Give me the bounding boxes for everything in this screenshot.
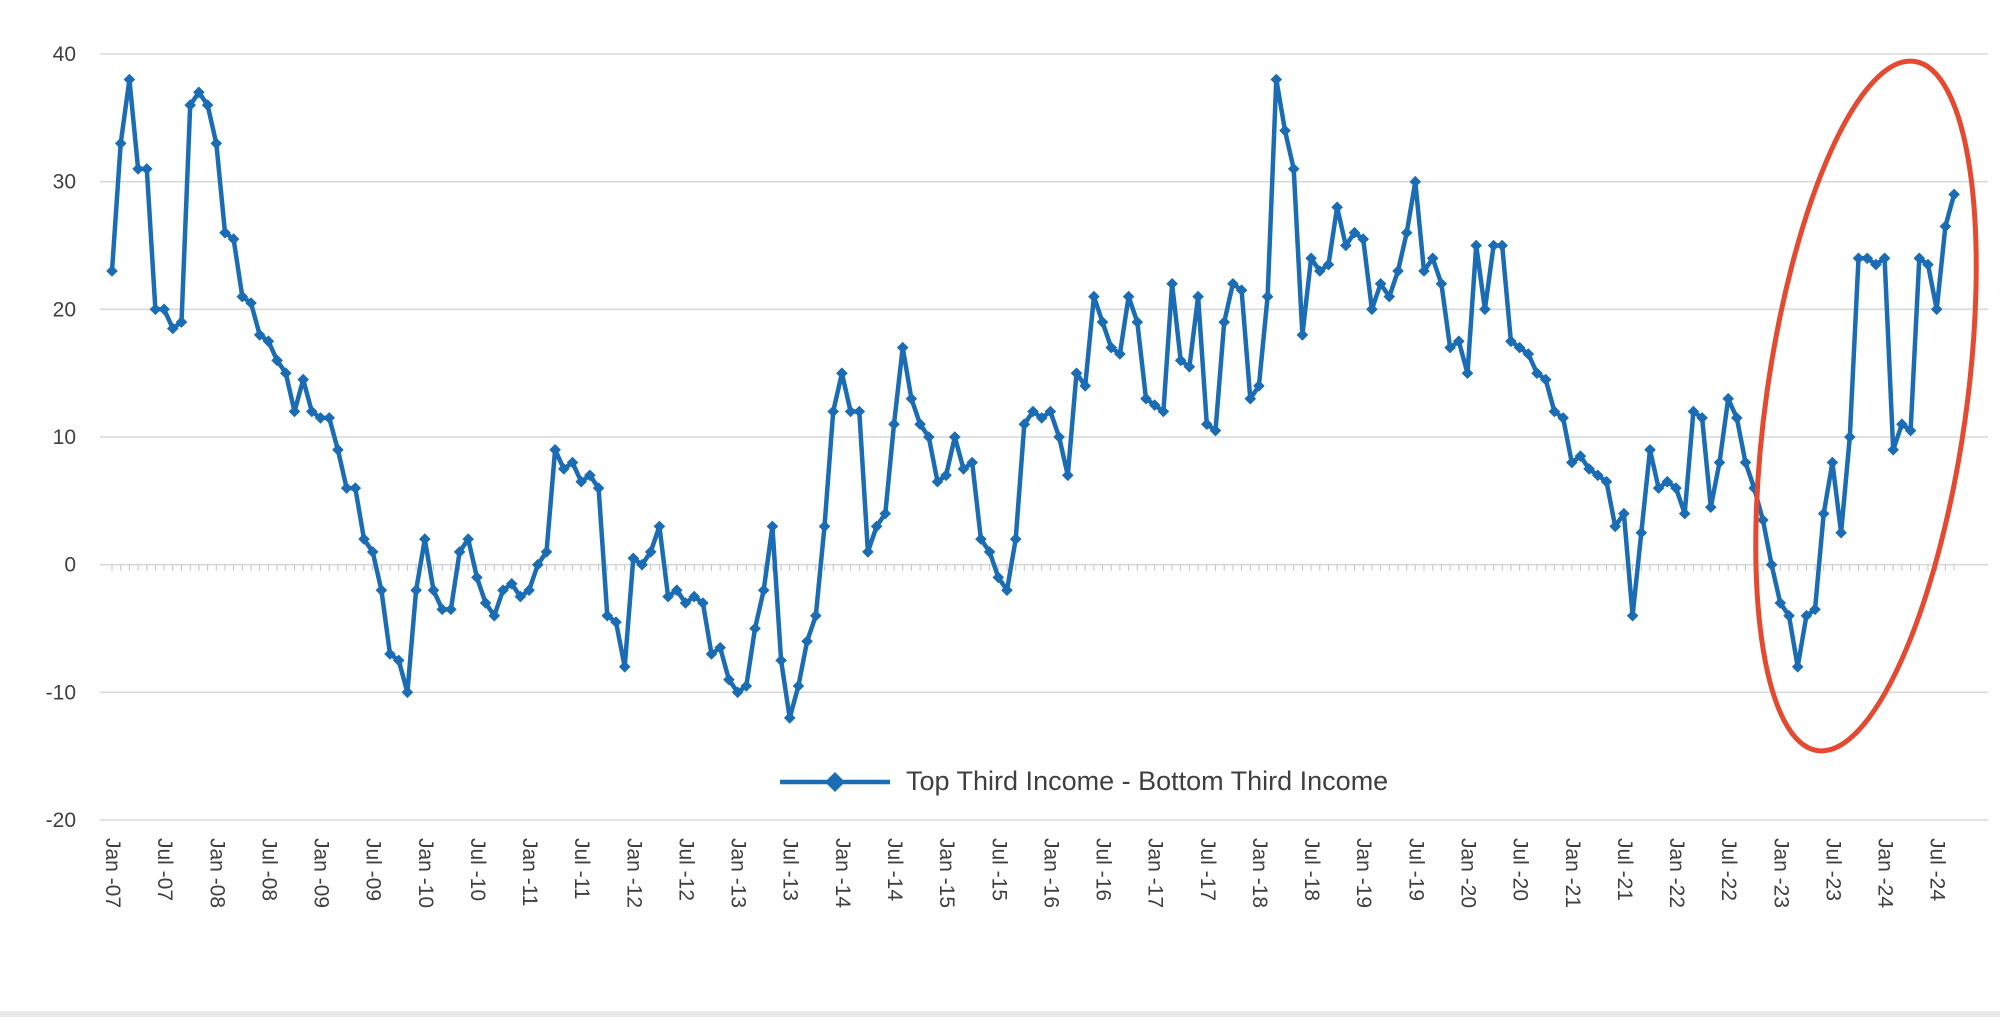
legend: Top Third Income - Bottom Third Income	[780, 766, 1388, 797]
x-tick-label: Jul -15	[987, 838, 1010, 901]
y-tick-label: 10	[53, 426, 76, 449]
x-tick-label: Jan -16	[1039, 838, 1062, 908]
x-tick-label: Jan -22	[1665, 838, 1688, 908]
x-tick-label: Jan -19	[1352, 838, 1375, 908]
x-tick-label: Jan -13	[727, 838, 750, 908]
x-tick-label: Jul -07	[153, 838, 176, 901]
x-tick-label: Jul -22	[1717, 838, 1740, 901]
x-tick-label: Jul -11	[570, 838, 593, 899]
x-tick-label: Jul -10	[466, 838, 489, 901]
x-tick-label: Jan -09	[310, 838, 333, 908]
x-tick-label: Jan -12	[622, 838, 645, 908]
legend-label: Top Third Income - Bottom Third Income	[906, 766, 1389, 796]
legend-line-marker-icon	[780, 771, 890, 792]
y-tick-label: 30	[53, 171, 76, 194]
x-tick-label: Jul -16	[1092, 838, 1115, 901]
x-tick-label: Jan -10	[414, 838, 437, 908]
x-tick-label: Jan -07	[101, 838, 124, 908]
x-tick-label: Jan -21	[1561, 838, 1584, 908]
x-tick-label: Jul -17	[1196, 838, 1219, 901]
x-tick-label: Jul -19	[1404, 838, 1427, 901]
bottom-divider	[0, 1011, 2000, 1017]
x-tick-label: Jul -18	[1300, 838, 1323, 901]
x-tick-label: Jul -09	[362, 838, 385, 901]
x-tick-label: Jan -20	[1457, 838, 1480, 908]
x-tick-label: Jan -18	[1248, 838, 1271, 908]
highlight-ellipse-annotation	[1753, 58, 1979, 754]
x-tick-label: Jul -14	[883, 838, 906, 901]
x-tick-label: Jul -08	[257, 838, 280, 901]
x-tick-label: Jul -20	[1509, 838, 1532, 901]
x-tick-label: Jan -15	[935, 838, 958, 908]
y-tick-label: 40	[53, 43, 76, 66]
x-tick-label: Jan -23	[1769, 838, 1792, 908]
data-line	[109, 77, 1957, 721]
x-tick-label: Jul -24	[1926, 838, 1949, 901]
x-tick-label: Jul -12	[675, 838, 698, 901]
x-tick-label: Jan -24	[1874, 838, 1897, 908]
y-tick-label: 20	[53, 298, 76, 321]
x-tick-label: Jan -14	[831, 838, 854, 908]
x-tick-label: Jul -21	[1613, 838, 1636, 901]
x-tick-label: Jul -23	[1821, 838, 1844, 901]
x-tick-label: Jan -08	[205, 838, 228, 908]
y-tick-label: -10	[46, 681, 76, 704]
y-tick-label: -20	[46, 809, 76, 832]
x-tick-label: Jan -17	[1144, 838, 1167, 908]
x-tick-label: Jul -13	[779, 838, 802, 901]
y-tick-label: 0	[64, 554, 76, 577]
x-tick-label: Jan -11	[518, 838, 541, 907]
